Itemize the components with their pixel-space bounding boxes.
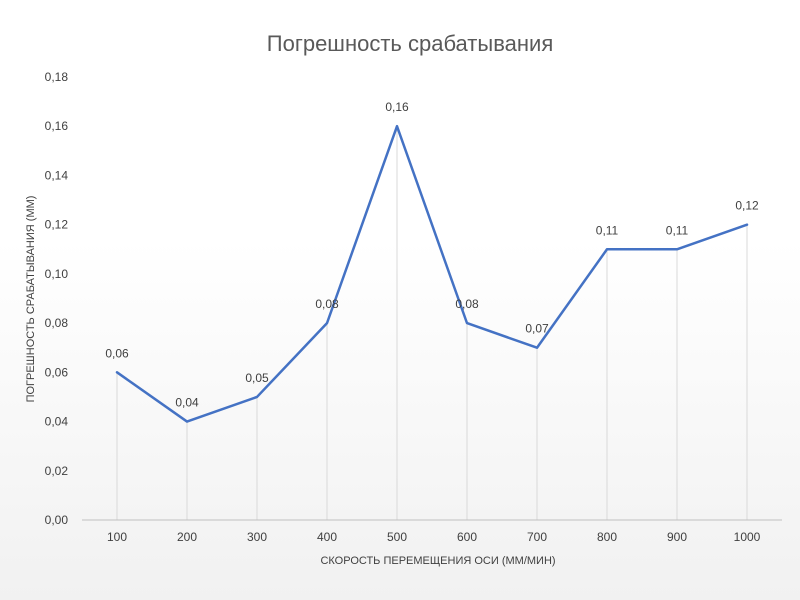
y-tick-label: 0,14 xyxy=(45,168,69,182)
chart-title: Погрешность срабатывания xyxy=(267,31,553,56)
y-tick-label: 0,12 xyxy=(45,218,69,232)
x-tick-label: 400 xyxy=(317,530,337,544)
y-tick-label: 0,18 xyxy=(45,70,69,84)
y-tick-labels: 0,00 0,02 0,04 0,06 0,08 0,10 0,12 0,14 0,16 0,18 xyxy=(45,70,69,527)
y-tick-label: 0,16 xyxy=(45,119,69,133)
data-label: 0,06 xyxy=(105,346,129,360)
data-label: 0,07 xyxy=(525,322,549,336)
data-label: 0,04 xyxy=(175,396,199,410)
x-tick-label: 700 xyxy=(527,530,547,544)
x-tick-label: 500 xyxy=(387,530,407,544)
data-label: 0,11 xyxy=(666,223,689,237)
x-tick-label: 300 xyxy=(247,530,267,544)
x-tick-label: 100 xyxy=(107,530,127,544)
x-tick-label: 1000 xyxy=(734,530,761,544)
y-tick-label: 0,04 xyxy=(45,415,69,429)
x-tick-label: 800 xyxy=(597,530,617,544)
y-tick-label: 0,10 xyxy=(45,267,69,281)
x-tick-label: 600 xyxy=(457,530,477,544)
data-label: 0,08 xyxy=(315,297,339,311)
data-label: 0,16 xyxy=(385,100,409,114)
data-label: 0,11 xyxy=(596,223,619,237)
drop-lines xyxy=(116,126,748,520)
y-axis-label: ПОГРЕШНОСТЬ СРАБАТЫВАНИЯ (ММ) xyxy=(25,196,37,403)
y-tick-label: 0,02 xyxy=(45,464,69,478)
x-tick-labels: 100 200 300 400 500 600 700 800 900 1000 xyxy=(107,530,761,544)
data-labels: 0,06 0,04 0,05 0,08 0,16 0,08 0,07 0,11 0,11 0,12 xyxy=(105,100,759,409)
series-line xyxy=(115,124,749,423)
y-tick-label: 0,00 xyxy=(45,513,69,527)
data-label: 0,05 xyxy=(245,371,269,385)
series xyxy=(115,124,749,423)
x-tick-label: 200 xyxy=(177,530,197,544)
y-tick-label: 0,06 xyxy=(45,365,69,379)
data-label: 0,12 xyxy=(735,199,759,213)
x-axis-label: СКОРОСТЬ ПЕРЕМЕЩЕНИЯ ОСИ (ММ/МИН) xyxy=(320,555,555,567)
x-tick-label: 900 xyxy=(667,530,687,544)
y-tick-label: 0,08 xyxy=(45,316,69,330)
data-label: 0,08 xyxy=(455,297,479,311)
